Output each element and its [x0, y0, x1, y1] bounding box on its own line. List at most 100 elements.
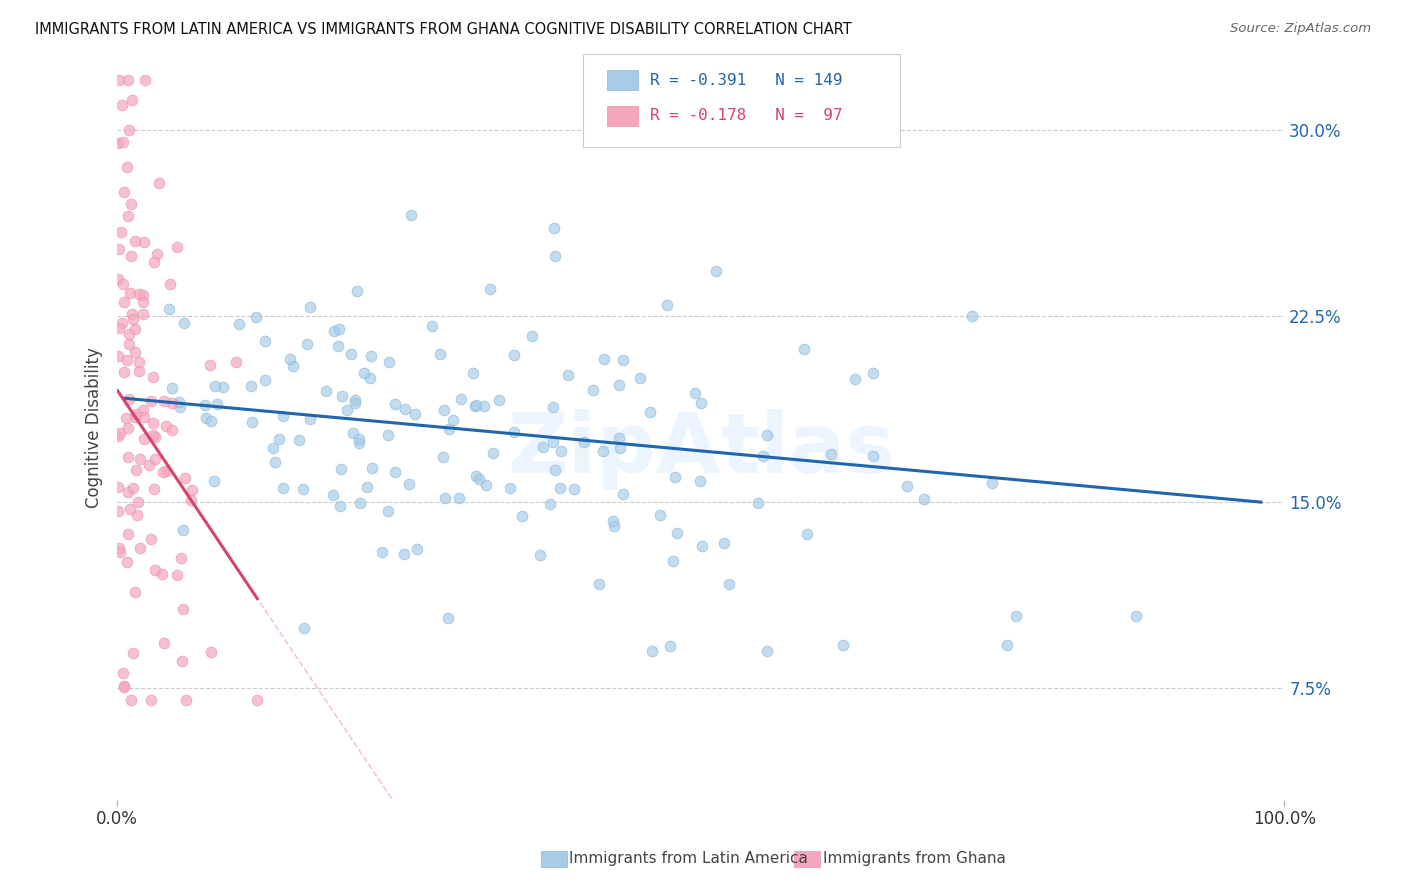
Point: [128, 354, 150, 368]
Point: [117, 421, 139, 435]
Point: [143, 430, 166, 444]
Point: [198, 358, 221, 372]
Point: [543, 220, 565, 235]
Point: [344, 393, 367, 408]
Point: [981, 476, 1004, 491]
Point: [384, 397, 406, 411]
Point: [648, 508, 671, 522]
Point: [315, 384, 337, 398]
Point: [449, 491, 471, 506]
Point: [112, 185, 135, 199]
Point: [378, 355, 401, 369]
Point: [278, 352, 301, 367]
Text: Immigrants from Ghana: Immigrants from Ghana: [823, 852, 1005, 866]
Point: [142, 369, 165, 384]
Point: [472, 400, 495, 414]
Point: [107, 271, 129, 285]
Point: [271, 409, 294, 423]
Point: [169, 400, 191, 414]
Point: [117, 527, 139, 541]
Point: [117, 555, 139, 569]
Point: [153, 394, 176, 409]
Point: [159, 277, 181, 291]
Point: [661, 554, 683, 568]
Point: [291, 482, 314, 496]
Point: [240, 415, 263, 429]
Point: [499, 481, 522, 495]
Point: [793, 342, 815, 356]
Point: [125, 407, 148, 421]
Point: [796, 527, 818, 541]
Point: [461, 366, 484, 380]
Point: [160, 381, 183, 395]
Point: [392, 547, 415, 561]
Point: [200, 414, 222, 428]
Point: [713, 536, 735, 550]
Point: [124, 344, 146, 359]
Point: [336, 402, 359, 417]
Point: [659, 639, 682, 653]
Point: [121, 646, 143, 660]
Point: [115, 411, 138, 425]
Point: [264, 455, 287, 469]
Point: [510, 508, 533, 523]
Point: [429, 346, 451, 360]
Point: [960, 309, 983, 323]
Point: [326, 339, 349, 353]
Point: [329, 462, 352, 476]
Point: [253, 334, 276, 348]
Point: [129, 541, 152, 556]
Point: [299, 412, 322, 426]
Point: [169, 394, 191, 409]
Point: [143, 563, 166, 577]
Point: [141, 532, 163, 546]
Point: [665, 525, 688, 540]
Point: [271, 481, 294, 495]
Point: [356, 480, 378, 494]
Point: [121, 307, 143, 321]
Point: [202, 475, 225, 489]
Point: [132, 294, 155, 309]
Point: [502, 425, 524, 439]
Point: [664, 470, 686, 484]
Point: [142, 427, 165, 442]
Text: Immigrants from Latin America: Immigrants from Latin America: [569, 852, 808, 866]
Point: [152, 465, 174, 479]
Point: [111, 316, 134, 330]
Point: [692, 539, 714, 553]
Text: Source: ZipAtlas.com: Source: ZipAtlas.com: [1230, 22, 1371, 36]
Point: [349, 496, 371, 510]
Point: [292, 621, 315, 635]
Point: [245, 310, 267, 324]
Point: [117, 73, 139, 87]
Point: [150, 567, 173, 582]
Point: [896, 479, 918, 493]
Point: [170, 551, 193, 566]
Point: [862, 366, 884, 380]
Point: [295, 336, 318, 351]
Point: [125, 508, 148, 523]
Point: [479, 282, 502, 296]
Point: [439, 422, 461, 436]
Point: [1125, 609, 1147, 624]
Point: [122, 312, 145, 326]
Point: [638, 405, 661, 419]
Point: [212, 379, 235, 393]
Point: [263, 441, 285, 455]
Point: [132, 287, 155, 301]
Point: [115, 352, 138, 367]
Point: [107, 480, 129, 494]
Point: [398, 477, 420, 491]
Point: [755, 643, 778, 657]
Point: [139, 693, 162, 707]
Point: [108, 426, 131, 441]
Point: [360, 460, 382, 475]
Point: [120, 197, 142, 211]
Text: IMMIGRANTS FROM LATIN AMERICA VS IMMIGRANTS FROM GHANA COGNITIVE DISABILITY CORR: IMMIGRANTS FROM LATIN AMERICA VS IMMIGRA…: [35, 22, 852, 37]
Point: [755, 428, 778, 442]
Point: [112, 294, 135, 309]
Point: [138, 458, 160, 472]
Point: [339, 347, 361, 361]
Point: [120, 249, 142, 263]
Point: [142, 416, 165, 430]
